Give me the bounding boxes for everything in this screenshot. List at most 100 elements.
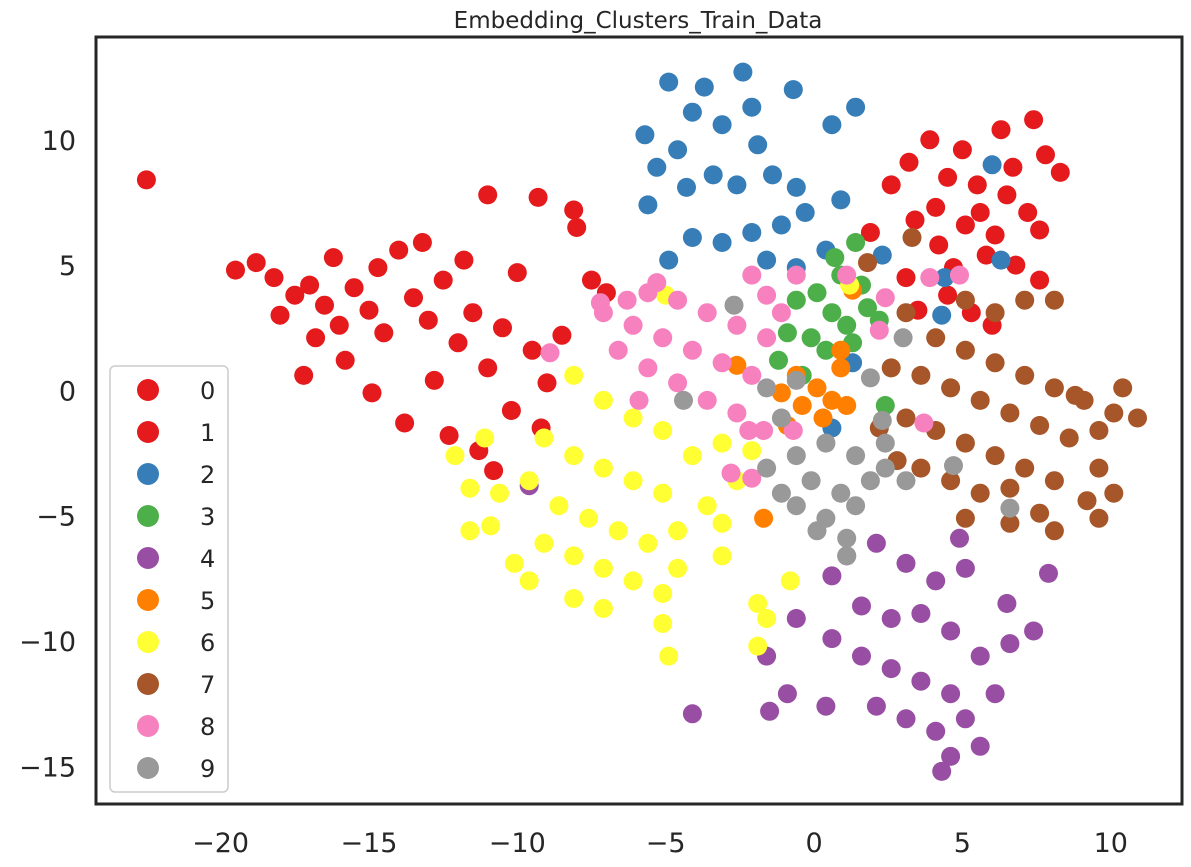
cluster-2-point [872, 245, 892, 265]
legend-marker [137, 589, 159, 611]
cluster-6-point [638, 533, 658, 553]
x-tick-label: −5 [646, 828, 686, 859]
cluster-0-point [359, 300, 379, 320]
cluster-0-point [582, 270, 601, 290]
cluster-6-point [623, 571, 643, 591]
cluster-2-point [694, 77, 714, 97]
cluster-1-point [881, 175, 901, 195]
legend-label: 7 [200, 671, 215, 699]
cluster-7-point [911, 458, 931, 478]
cluster-6-point [475, 428, 495, 448]
cluster-6-point [564, 365, 584, 385]
cluster-3-point [816, 340, 836, 360]
cluster-9-point [757, 458, 777, 478]
cluster-1-point [1003, 157, 1023, 177]
cluster-2-point [783, 80, 803, 100]
cluster-9-point [846, 446, 866, 466]
cluster-6-point [748, 636, 768, 656]
cluster-4-point [911, 671, 931, 691]
cluster-9-point [872, 411, 892, 430]
cluster-0-point [374, 323, 394, 343]
cluster-2-point [748, 135, 768, 155]
cluster-0-point [552, 325, 572, 345]
cluster-6-point [623, 471, 643, 491]
cluster-6-point [460, 478, 480, 498]
cluster-0-point [226, 260, 245, 280]
cluster-8-point [875, 288, 895, 308]
cluster-1-point [1024, 110, 1044, 130]
cluster-1-point [1018, 203, 1038, 222]
cluster-6-point [460, 521, 480, 541]
legend-label: 8 [200, 713, 215, 741]
cluster-8-point [914, 413, 934, 433]
cluster-4-point [997, 594, 1017, 613]
cluster-0-point [306, 328, 326, 348]
cluster-7-point [985, 303, 1005, 323]
cluster-6-point [712, 433, 732, 453]
cluster-6-point [653, 483, 673, 503]
cluster-3-point [786, 290, 806, 310]
cluster-4-point [881, 659, 901, 679]
cluster-2-point [991, 250, 1011, 270]
cluster-2-point [638, 195, 658, 215]
y-tick-label: 0 [59, 376, 76, 407]
cluster-9-point [771, 408, 791, 428]
cluster-8-point [783, 421, 803, 440]
y-tick-label: −15 [19, 752, 76, 783]
cluster-0-point [484, 461, 504, 481]
cluster-1-point [920, 130, 940, 150]
cluster-8-point [629, 390, 649, 410]
cluster-2-point [795, 203, 815, 222]
cluster-6-point [659, 646, 679, 666]
cluster-7-point [896, 303, 916, 323]
cluster-0-point [404, 288, 423, 308]
cluster-8-point [727, 315, 747, 335]
legend-marker [137, 673, 159, 695]
cluster-6-point [534, 533, 554, 553]
cluster-4-point [955, 558, 975, 578]
cluster-1-point [938, 167, 958, 187]
cluster-5-point [792, 396, 812, 415]
cluster-6-point [593, 390, 613, 410]
cluster-0-point [294, 365, 314, 385]
cluster-8-point [712, 353, 732, 373]
cluster-6-point [653, 614, 673, 633]
cluster-8-point [950, 265, 969, 285]
cluster-9-point [860, 471, 880, 491]
cluster-9-point [944, 456, 963, 476]
cluster-7-point [955, 433, 975, 453]
cluster-9-point [674, 390, 693, 410]
cluster-7-point [955, 508, 975, 528]
chart-title: Embedding_Clusters_Train_Data [454, 8, 823, 34]
y-tick-label: 10 [42, 126, 76, 157]
legend-label: 4 [200, 545, 215, 573]
cluster-2-point [771, 215, 791, 235]
cluster-0-point [564, 200, 584, 220]
cluster-8-point [668, 290, 688, 310]
cluster-2-point [677, 177, 696, 197]
cluster-4-point [950, 528, 969, 548]
cluster-3-point [801, 328, 821, 348]
cluster-9-point [786, 370, 806, 390]
plot-frame [94, 35, 1184, 806]
cluster-0-point [136, 170, 156, 190]
cluster-7-point [1000, 478, 1020, 498]
cluster-7-point [1089, 508, 1109, 528]
cluster-6-point [712, 513, 732, 533]
cluster-8-point [697, 390, 717, 410]
cluster-9-point [724, 295, 744, 315]
cluster-1-point [1006, 255, 1026, 275]
cluster-4-point [941, 746, 961, 766]
cluster-0-point [264, 268, 284, 288]
cluster-7-point [896, 408, 916, 428]
cluster-0-point [335, 350, 355, 370]
cluster-7-point [1030, 416, 1050, 435]
cluster-2-point [935, 268, 955, 288]
points-layer [136, 62, 1147, 781]
legend-marker [137, 547, 159, 569]
cluster-1-point [1030, 270, 1050, 290]
cluster-7-point [1030, 503, 1050, 523]
cluster-6-point [748, 594, 768, 613]
cluster-4-point [941, 621, 961, 641]
cluster-6-point [653, 584, 673, 603]
